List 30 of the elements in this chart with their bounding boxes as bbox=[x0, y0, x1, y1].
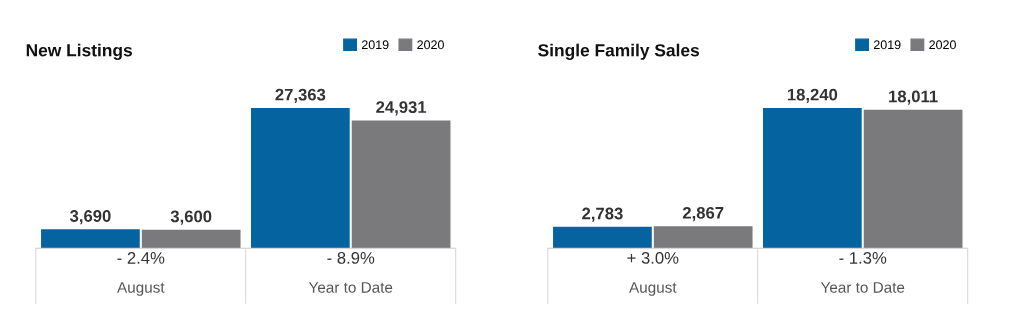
text: - 8.9% bbox=[327, 252, 375, 264]
data-label: 2,867 bbox=[682, 206, 724, 222]
x-tick-label: Year to Date bbox=[308, 282, 393, 293]
data-label: 3,690 bbox=[69, 210, 111, 225]
bar bbox=[41, 229, 140, 249]
legend-label: 2019 bbox=[361, 40, 389, 50]
x-tick-label: August bbox=[629, 282, 677, 296]
x-tick-label: August bbox=[117, 282, 165, 296]
text: - 1.3% bbox=[839, 252, 887, 264]
legend-label: 2020 bbox=[417, 40, 444, 50]
bar bbox=[863, 109, 963, 249]
data-label: 18,240 bbox=[787, 88, 838, 103]
bar bbox=[553, 226, 652, 249]
legend-label: 2020 bbox=[929, 40, 956, 50]
bar bbox=[141, 229, 241, 249]
bar bbox=[351, 120, 451, 249]
data-label: 18,011 bbox=[889, 90, 938, 105]
x-tick-label: Year to Date bbox=[820, 282, 905, 293]
data-label: 24,931 bbox=[376, 101, 427, 116]
bar bbox=[762, 108, 862, 249]
text: - 2.4% bbox=[117, 252, 165, 264]
bar bbox=[250, 108, 350, 249]
chart-title: Single Family Sales bbox=[538, 43, 699, 60]
bar bbox=[653, 226, 753, 249]
data-label: 2,783 bbox=[582, 207, 623, 222]
legend-label: 2019 bbox=[873, 40, 901, 50]
data-label: 27,363 bbox=[275, 88, 326, 103]
text: + 3.0% bbox=[627, 252, 679, 264]
data-label: 3,600 bbox=[170, 210, 212, 225]
chart-title: New Listings bbox=[26, 43, 132, 60]
